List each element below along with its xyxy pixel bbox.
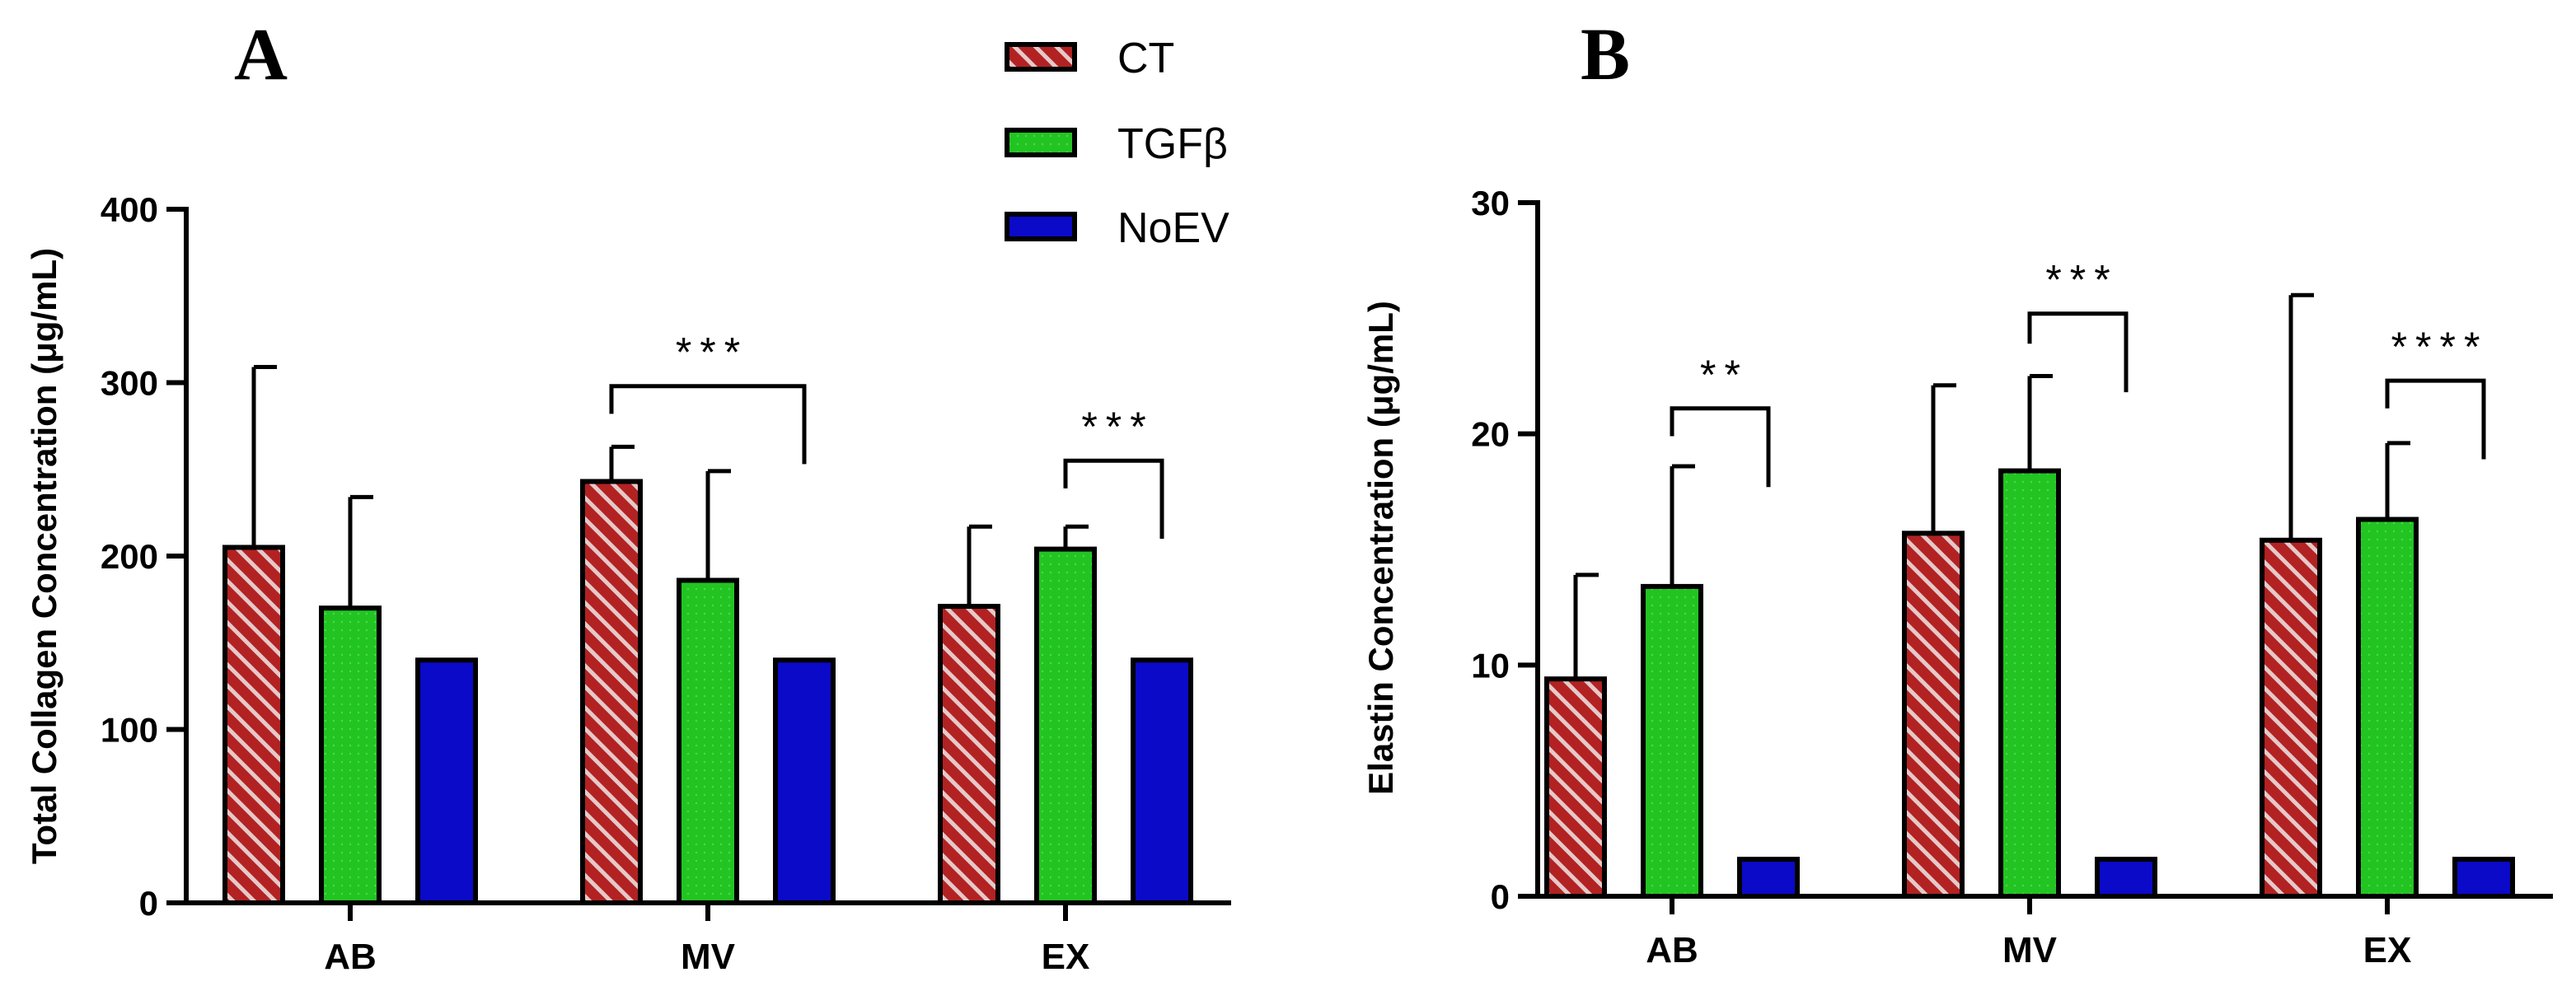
legend-swatch-ct (1005, 42, 1077, 72)
bar-noev-ab (1737, 857, 1800, 900)
legend-label-tgfb: TGFβ (1117, 120, 1228, 168)
y-tick-label: 300 (101, 364, 158, 403)
significance-bracket (1670, 406, 1771, 488)
bar-tgfb-mv (1998, 468, 2061, 899)
bar-tgfb-mv (677, 577, 739, 905)
significance-label: *** (676, 330, 748, 376)
bar-noev-ex (2452, 857, 2515, 900)
significance-label: *** (2045, 257, 2118, 303)
bar-noev-mv (2095, 857, 2157, 900)
bar-ct-mv (1902, 531, 1965, 899)
bar-tgfb-ex (1034, 546, 1097, 906)
panel-a-chart: Total Collagen Concentration (μg/mL) 0 100… (25, 190, 1231, 977)
bar-tgfb-ab (1641, 583, 1703, 899)
panel-b-label: B (1581, 14, 1630, 96)
significance-bracket (2027, 311, 2129, 393)
panel-b-chart: Elastin Concentration (μg/mL)0102030****… (1361, 184, 2553, 970)
panel-a-label: A (234, 14, 288, 96)
y-tick-label: 200 (101, 537, 158, 576)
y-axis-title: Total Collagen Concentration (μg/mL) (25, 248, 63, 864)
y-tick-label: 100 (101, 711, 158, 750)
legend-label-ct: CT (1117, 35, 1174, 82)
significance-label: ** (1700, 352, 1749, 398)
x-tick-label: AB (324, 937, 377, 977)
significance-label: *** (1081, 404, 1154, 450)
x-tick-label: EX (1042, 937, 1090, 977)
bar-noev-ab (415, 657, 478, 905)
bar-tgfb-ex (2356, 517, 2419, 899)
legend-label-noev: NoEV (1117, 204, 1229, 252)
bar-tgfb-ab (319, 605, 382, 906)
significance-bracket (1063, 458, 1164, 539)
x-tick-label: EX (2363, 930, 2412, 970)
y-axis-title: Elastin Concentration (μg/mL) (1361, 301, 1400, 795)
x-tick-label: MV (2002, 930, 2058, 970)
y-tick-label: 0 (1491, 877, 1510, 916)
legend-swatch-noev (1005, 212, 1077, 241)
y-tick-label: 10 (1471, 646, 1510, 685)
bar-noev-mv (773, 657, 836, 905)
x-tick-label: MV (681, 937, 736, 977)
y-tick-label: 20 (1471, 415, 1510, 454)
legend: CT TGFβ NoEV (1005, 35, 1229, 252)
y-tick-label: 0 (139, 884, 158, 923)
bar-noev-ex (1131, 657, 1193, 905)
bar-ct-mv (580, 479, 643, 905)
bar-ct-ex (2260, 537, 2322, 899)
significance-bracket (609, 384, 807, 465)
x-tick-label: AB (1646, 930, 1698, 970)
legend-swatch-tgfb (1005, 128, 1077, 157)
significance-bracket (2385, 378, 2486, 460)
bar-ct-ex (938, 604, 1000, 905)
bar-ct-ab (1544, 676, 1607, 899)
y-tick-label: 400 (101, 190, 158, 229)
significance-label: **** (2391, 324, 2489, 370)
bar-ct-ab (222, 545, 285, 905)
y-tick-label: 30 (1471, 184, 1510, 222)
